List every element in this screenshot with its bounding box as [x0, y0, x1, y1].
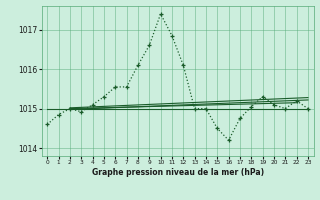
X-axis label: Graphe pression niveau de la mer (hPa): Graphe pression niveau de la mer (hPa) [92, 168, 264, 177]
